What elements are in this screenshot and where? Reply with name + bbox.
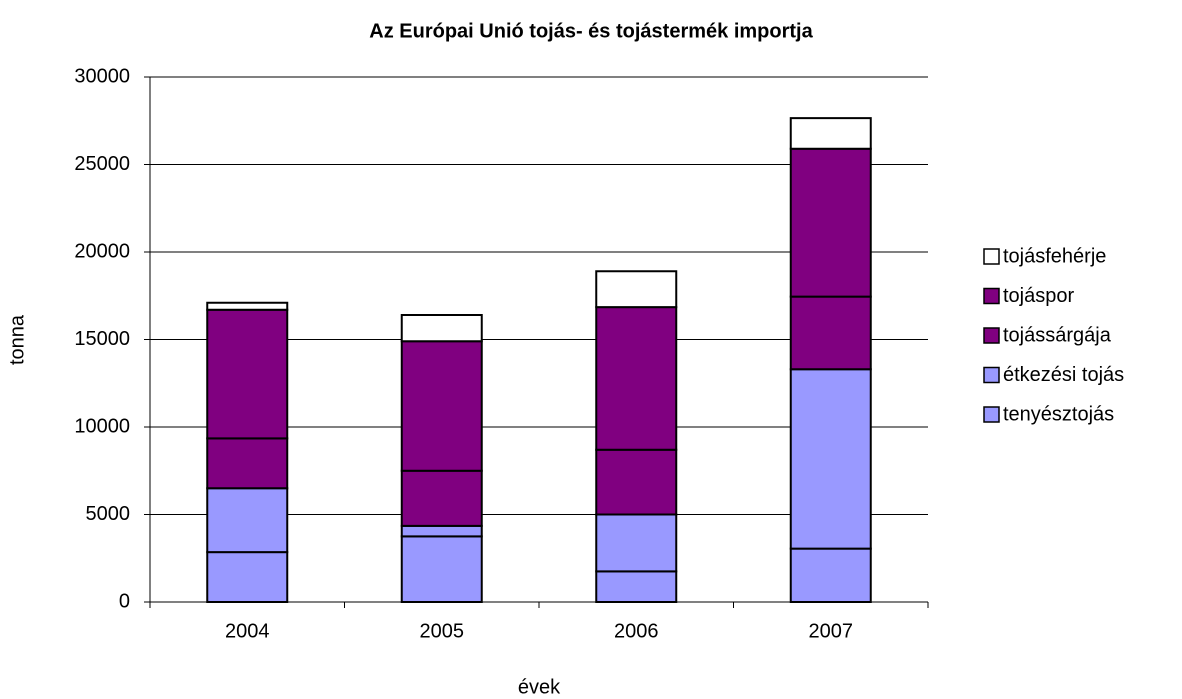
bar-segment <box>595 270 678 309</box>
bar-segment <box>789 368 872 550</box>
bar-segment <box>595 513 678 573</box>
bar-segment <box>400 469 483 527</box>
y-tick-label: 0 <box>119 590 130 612</box>
chart-title: Az Európai Unió tojás- és tojástermék im… <box>369 20 813 42</box>
x-tick-label: 2004 <box>225 620 270 642</box>
legend-swatch <box>983 327 1000 344</box>
bar-segment <box>595 448 678 516</box>
y-tick-label: 15000 <box>74 328 130 350</box>
legend-swatch <box>983 406 1000 423</box>
legend-label: étkezési tojás <box>1003 364 1124 386</box>
y-tick-label: 25000 <box>74 153 130 175</box>
bar-segment <box>400 535 483 603</box>
bar-segment <box>789 295 872 371</box>
bar-segment <box>789 117 872 150</box>
bar-segment <box>206 551 289 603</box>
y-axis-label: tonna <box>6 314 28 365</box>
bar-segment <box>789 147 872 298</box>
bar-segment <box>206 301 289 311</box>
y-tick-label: 5000 <box>86 503 131 525</box>
x-tick-label: 2006 <box>614 620 659 642</box>
legend-label: tenyésztojás <box>1003 403 1114 425</box>
y-tick-label: 20000 <box>74 240 130 262</box>
bar-segment <box>595 306 678 451</box>
legend-swatch <box>983 287 1000 305</box>
x-axis-label: évek <box>518 676 561 698</box>
y-tick-label: 10000 <box>74 415 130 437</box>
x-tick-label: 2005 <box>420 620 465 642</box>
x-tick-label: 2007 <box>809 620 854 642</box>
legend-label: tojássárgája <box>1003 324 1112 346</box>
bar-segment <box>400 314 483 343</box>
bar-segment <box>789 547 872 603</box>
legend-swatch <box>983 248 1000 265</box>
bar-segment <box>400 524 483 538</box>
bar-segment <box>206 308 289 440</box>
y-tick-label: 30000 <box>74 65 130 87</box>
bar-segment <box>206 487 289 554</box>
legend-swatch <box>983 366 1000 384</box>
legend-label: tojásfehérje <box>1003 245 1106 267</box>
bar-segment <box>595 570 678 603</box>
bar-segment <box>206 437 289 490</box>
bar-segment <box>400 340 483 472</box>
legend-label: tojáspor <box>1003 285 1074 307</box>
